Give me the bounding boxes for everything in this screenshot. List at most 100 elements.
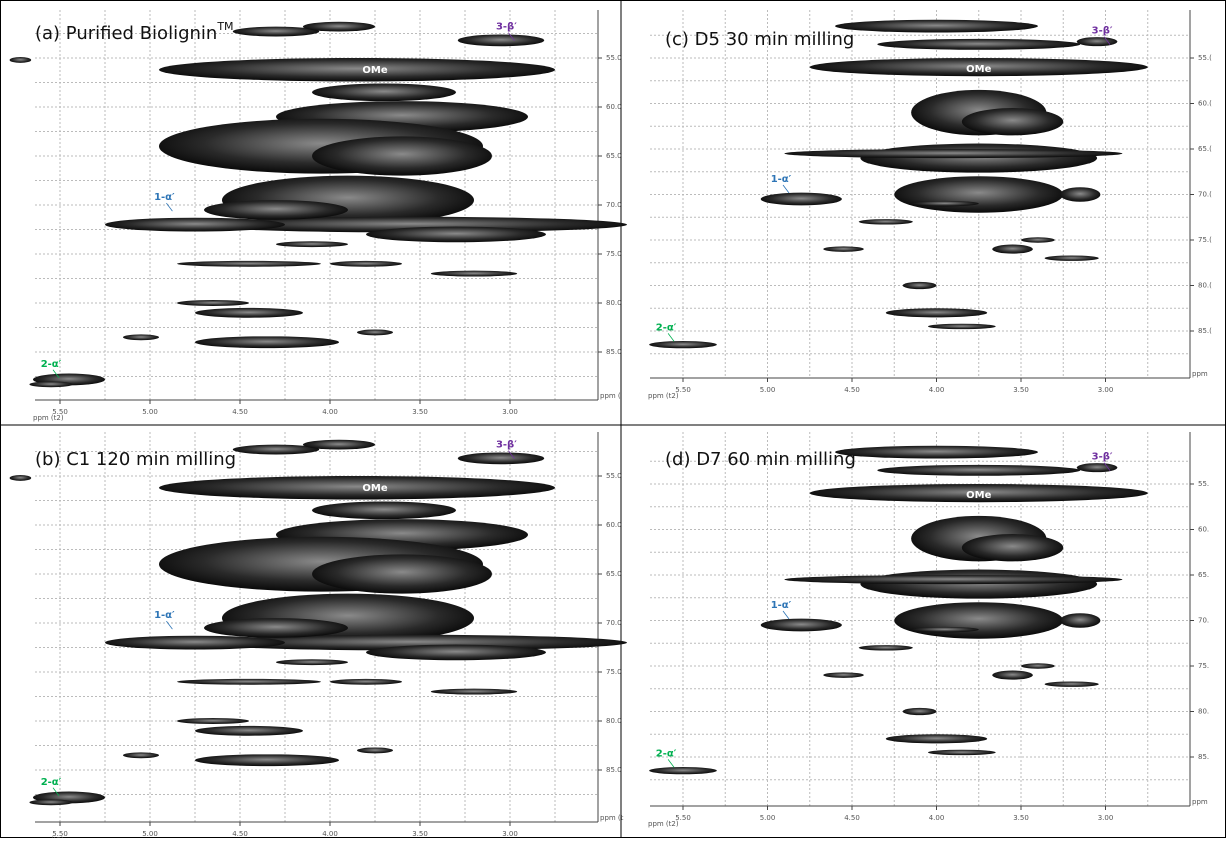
cross-peak bbox=[303, 439, 375, 450]
cross-peak bbox=[760, 618, 842, 632]
cross-peak bbox=[457, 452, 545, 465]
cross-peak bbox=[204, 200, 348, 220]
cross-peak bbox=[1021, 663, 1055, 669]
cross-peak bbox=[29, 381, 73, 388]
cross-peak bbox=[232, 444, 320, 455]
cross-peak bbox=[911, 200, 979, 207]
peak-label: 1-α′ bbox=[771, 600, 792, 611]
y-tick-label: 75.0 bbox=[606, 668, 622, 676]
x-tick-label: 4.00 bbox=[322, 408, 338, 416]
cross-peak bbox=[9, 475, 32, 481]
y-tick-label: 60.0 bbox=[606, 103, 622, 111]
panel-title: (a) Purified BioligninTM bbox=[35, 20, 234, 44]
cross-peak bbox=[961, 534, 1064, 562]
y-tick-label: 80. bbox=[1198, 708, 1209, 716]
cross-peak bbox=[1044, 255, 1099, 261]
cross-peak bbox=[312, 554, 492, 594]
x-tick-label: 5.50 bbox=[52, 408, 68, 416]
x-tick-label: 5.00 bbox=[142, 408, 158, 416]
y-tick-label: 55.( bbox=[1198, 54, 1212, 62]
cross-peak bbox=[123, 334, 159, 341]
cross-peak bbox=[330, 260, 402, 267]
y-tick-label: 65.( bbox=[1198, 145, 1212, 153]
y-unit: ppm bbox=[1192, 370, 1208, 378]
spectrum-panel: 5.50 5.00 4.50 4.00 3.50 3.00 55.0 60.0 65.0 70.0… bbox=[9, 432, 627, 842]
cross-peak bbox=[312, 83, 456, 102]
cross-peak bbox=[366, 226, 546, 243]
x-tick-label: 3.00 bbox=[502, 830, 518, 838]
y-tick-label: 85. bbox=[1198, 753, 1209, 761]
peak-label: 3-β′ bbox=[1092, 452, 1113, 463]
spectrum-panel: 5.50 5.00 4.50 4.00 3.50 3.00 55.(60.(65.(70.(… bbox=[648, 10, 1212, 400]
cross-peak bbox=[366, 644, 546, 661]
leader-line bbox=[166, 620, 173, 630]
x-tick-label: 3.50 bbox=[412, 408, 428, 416]
x-tick-label: 5.00 bbox=[760, 814, 776, 822]
y-tick-label: 70. bbox=[1198, 617, 1209, 625]
x-tick-label: 4.50 bbox=[232, 830, 248, 838]
peak-label: 3-β′ bbox=[1092, 26, 1113, 37]
x-tick-label: 5.00 bbox=[142, 830, 158, 838]
cross-peak bbox=[195, 634, 627, 651]
cross-peak bbox=[195, 307, 303, 318]
panel-title: (b) C1 120 min milling bbox=[35, 449, 236, 470]
leader-line bbox=[1103, 462, 1111, 471]
y-tick-label: 65. bbox=[1198, 571, 1209, 579]
y-tick-label: 75.0 bbox=[606, 250, 622, 258]
peak-label: 1-α′ bbox=[154, 192, 175, 203]
cross-peak bbox=[430, 270, 518, 277]
title-superscript: TM bbox=[216, 20, 233, 33]
cross-peak bbox=[312, 501, 456, 520]
peak-label: 3-β′ bbox=[496, 22, 517, 33]
x-tick-label: 5.50 bbox=[675, 814, 691, 822]
y-unit: ppm (t bbox=[600, 814, 624, 822]
cross-peak bbox=[1076, 463, 1118, 473]
leader-line bbox=[782, 610, 790, 620]
cross-peak bbox=[195, 336, 339, 349]
spectrum-panel: 5.50 5.00 4.50 4.00 3.50 3.00 55.0 60.0 65.0 70.0… bbox=[9, 10, 627, 422]
cross-peak bbox=[105, 217, 285, 232]
leader-line bbox=[667, 759, 675, 768]
cross-peak bbox=[992, 244, 1033, 254]
panel-title: (c) D5 30 min milling bbox=[665, 29, 854, 50]
cross-peak bbox=[1059, 187, 1101, 202]
leader-line bbox=[667, 333, 675, 342]
y-tick-label: 60.0 bbox=[606, 521, 622, 529]
cross-peak bbox=[159, 476, 555, 500]
y-tick-label: 75. bbox=[1198, 662, 1209, 670]
peak-label: 2-α′ bbox=[656, 748, 677, 759]
cross-peak bbox=[330, 678, 402, 685]
y-tick-label: 80.0 bbox=[606, 717, 622, 725]
x-tick-label: 4.50 bbox=[232, 408, 248, 416]
cross-peak bbox=[902, 281, 937, 290]
x-tick-label: 5.00 bbox=[760, 386, 776, 394]
cross-peak bbox=[232, 26, 320, 37]
peak-label: OMe bbox=[966, 490, 991, 501]
cross-peak bbox=[928, 749, 996, 756]
y-tick-label: 85.( bbox=[1198, 327, 1212, 335]
y-tick-label: 80.0 bbox=[606, 299, 622, 307]
cross-peak bbox=[1044, 681, 1099, 687]
cross-peak bbox=[858, 645, 913, 651]
cross-peak bbox=[123, 752, 159, 759]
x-tick-label: 4.00 bbox=[322, 830, 338, 838]
cross-peak bbox=[457, 34, 545, 47]
leader-line bbox=[52, 787, 60, 797]
cross-peak bbox=[430, 688, 518, 695]
peak-label: 1-α′ bbox=[771, 174, 792, 185]
cross-peak bbox=[1021, 237, 1055, 243]
leader-line bbox=[1103, 36, 1111, 45]
leader-line bbox=[782, 184, 790, 194]
x-tick-label: 3.00 bbox=[1098, 386, 1114, 394]
x-tick-label: 4.50 bbox=[844, 386, 860, 394]
y-tick-label: 70.( bbox=[1198, 191, 1212, 199]
cross-peak bbox=[877, 464, 1081, 476]
panel-title: (d) D7 60 min milling bbox=[665, 449, 856, 470]
cross-peak bbox=[877, 38, 1081, 50]
y-tick-label: 55.0 bbox=[606, 472, 622, 480]
x-tick-label: 4.50 bbox=[844, 814, 860, 822]
cross-peak bbox=[885, 308, 988, 318]
y-tick-label: 60. bbox=[1198, 526, 1209, 534]
cross-peak bbox=[159, 58, 555, 82]
cross-peak bbox=[195, 754, 339, 767]
